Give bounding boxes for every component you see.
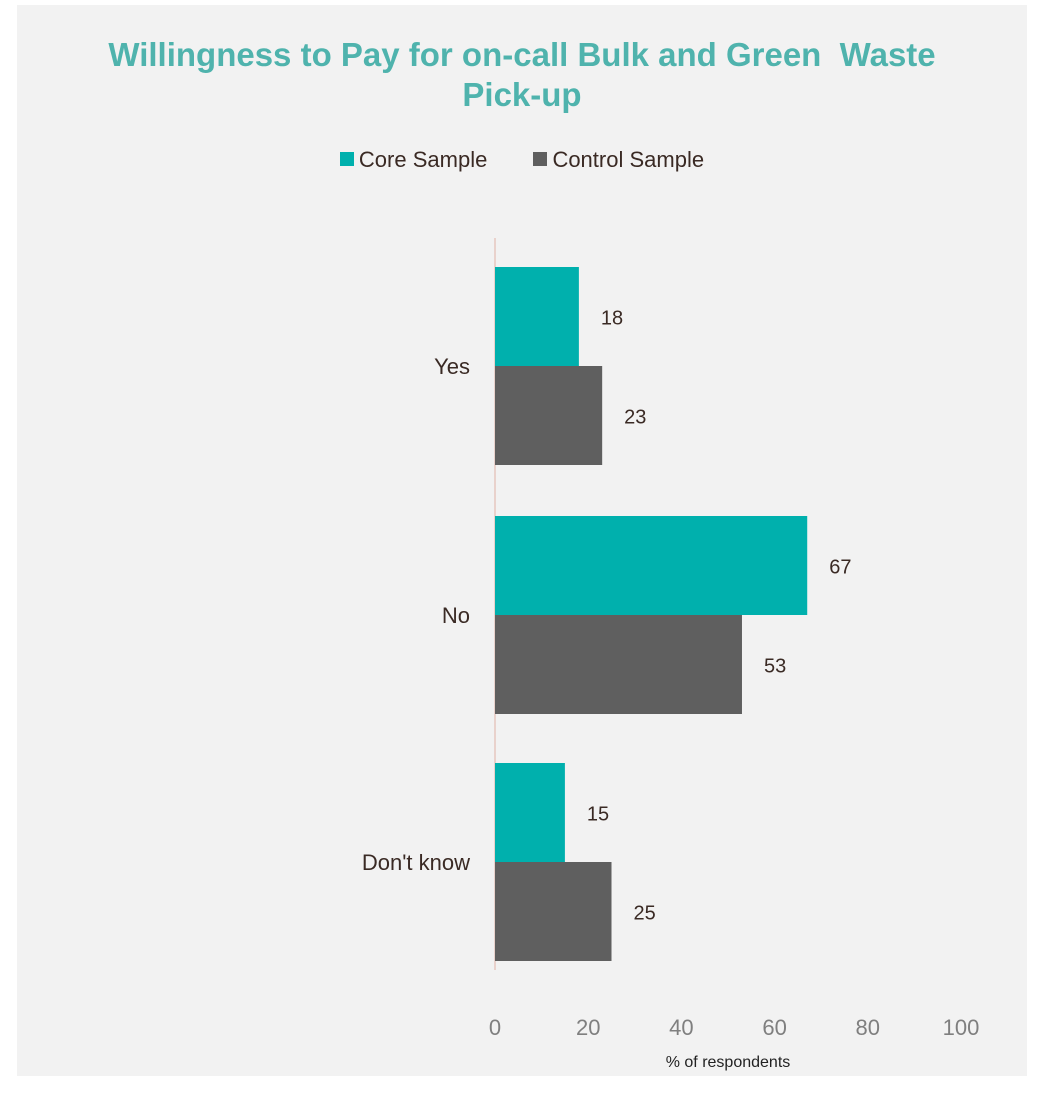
- x-tick-label: 80: [856, 1015, 880, 1040]
- legend-swatch-core: [339, 152, 354, 166]
- plot-area: Yes 18 23 No 67 53 Don't know 15 25 0 20 40 60 80 100%…: [362, 238, 980, 1071]
- data-label: 15: [587, 804, 609, 826]
- category-label: Don't know: [362, 850, 470, 875]
- x-tick-label: 20: [576, 1015, 600, 1040]
- x-tick-label: 40: [669, 1015, 693, 1040]
- bar-core: [495, 516, 808, 615]
- x-tick-label: 60: [762, 1015, 786, 1040]
- bar-control: [495, 366, 603, 465]
- legend-label-control: Control Sample: [552, 147, 705, 172]
- data-label: 25: [634, 903, 656, 925]
- legend-label-core: Core Sample: [358, 147, 488, 172]
- data-label: 18: [601, 308, 623, 330]
- x-tick-label: 0: [489, 1015, 501, 1040]
- bar-control: [495, 615, 742, 714]
- legend-item-core: Core Sample: [339, 147, 488, 173]
- legend: Core Sample Control Sample: [17, 147, 1027, 173]
- x-tick-label: 100: [943, 1015, 980, 1040]
- chart-frame: Willingness to Pay for on-call Bulk and …: [17, 5, 1027, 1076]
- bar-core: [495, 267, 579, 366]
- bar-core: [495, 763, 565, 862]
- x-axis-label: % of respondents: [666, 1054, 791, 1071]
- bar-control: [495, 862, 612, 961]
- data-label: 67: [829, 557, 851, 579]
- data-label: 23: [624, 407, 646, 429]
- data-label: 53: [764, 656, 786, 678]
- legend-item-control: Control Sample: [533, 147, 704, 173]
- category-label: No: [442, 603, 470, 628]
- category-label: Yes: [434, 354, 470, 379]
- legend-swatch-control: [533, 152, 548, 166]
- chart-title: Willingness to Pay for on-call Bulk and …: [108, 36, 936, 113]
